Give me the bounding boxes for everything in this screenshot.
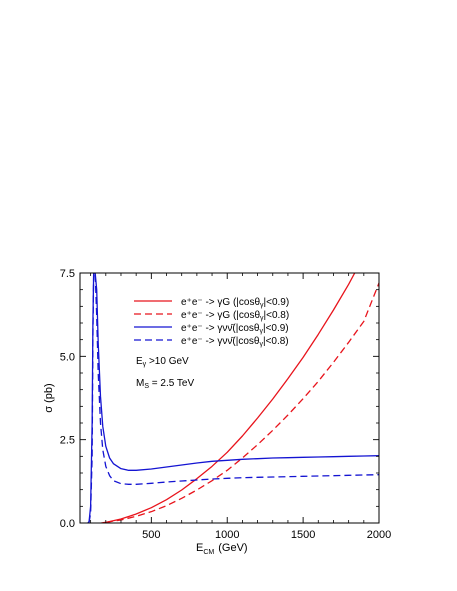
legend-entry-3: e⁺e⁻ -> γνν̄(|cosθγ|<0.9) bbox=[181, 323, 289, 335]
axis-tick-labels: 500 1000 1500 2000 0.0 2.5 5.0 7.5 bbox=[60, 268, 392, 541]
y-axis-label: σ (pb) bbox=[43, 383, 55, 412]
x-axis-label: ECM (GeV) bbox=[196, 542, 248, 556]
y-tick-label: 0.0 bbox=[60, 518, 75, 530]
x-tick-label: 1500 bbox=[291, 529, 315, 541]
plot-curves bbox=[87, 273, 379, 523]
series-line-3 bbox=[87, 273, 379, 523]
legend-entry-4: e⁺e⁻ -> γνν̄(|cosθγ|<0.8) bbox=[181, 336, 289, 348]
legend-entry-1: e⁺e⁻ -> γG (|cosθγ|<0.9) bbox=[181, 297, 289, 309]
x-tick-label: 1000 bbox=[215, 529, 239, 541]
legend: e⁺e⁻ -> γG (|cosθγ|<0.9)e⁺e⁻ -> γG (|cos… bbox=[134, 297, 289, 348]
x-tick-label: 2000 bbox=[367, 529, 391, 541]
y-tick-label: 5.0 bbox=[60, 351, 75, 363]
x-tick-label: 500 bbox=[142, 529, 160, 541]
annotation-2: MS = 2.5 TeV bbox=[136, 378, 194, 390]
axis-ticks bbox=[80, 272, 380, 524]
series-line-1 bbox=[101, 273, 356, 523]
annotations: Eγ >10 GeV MS = 2.5 TeV bbox=[136, 356, 194, 390]
annotation-1: Eγ >10 GeV bbox=[136, 356, 189, 368]
series-line-2 bbox=[105, 282, 379, 523]
y-tick-label: 7.5 bbox=[60, 268, 75, 280]
y-tick-label: 2.5 bbox=[60, 435, 75, 447]
series-line-4 bbox=[88, 273, 379, 523]
plot-frame bbox=[79, 272, 380, 524]
legend-entry-2: e⁺e⁻ -> γG (|cosθγ|<0.8) bbox=[181, 310, 289, 322]
